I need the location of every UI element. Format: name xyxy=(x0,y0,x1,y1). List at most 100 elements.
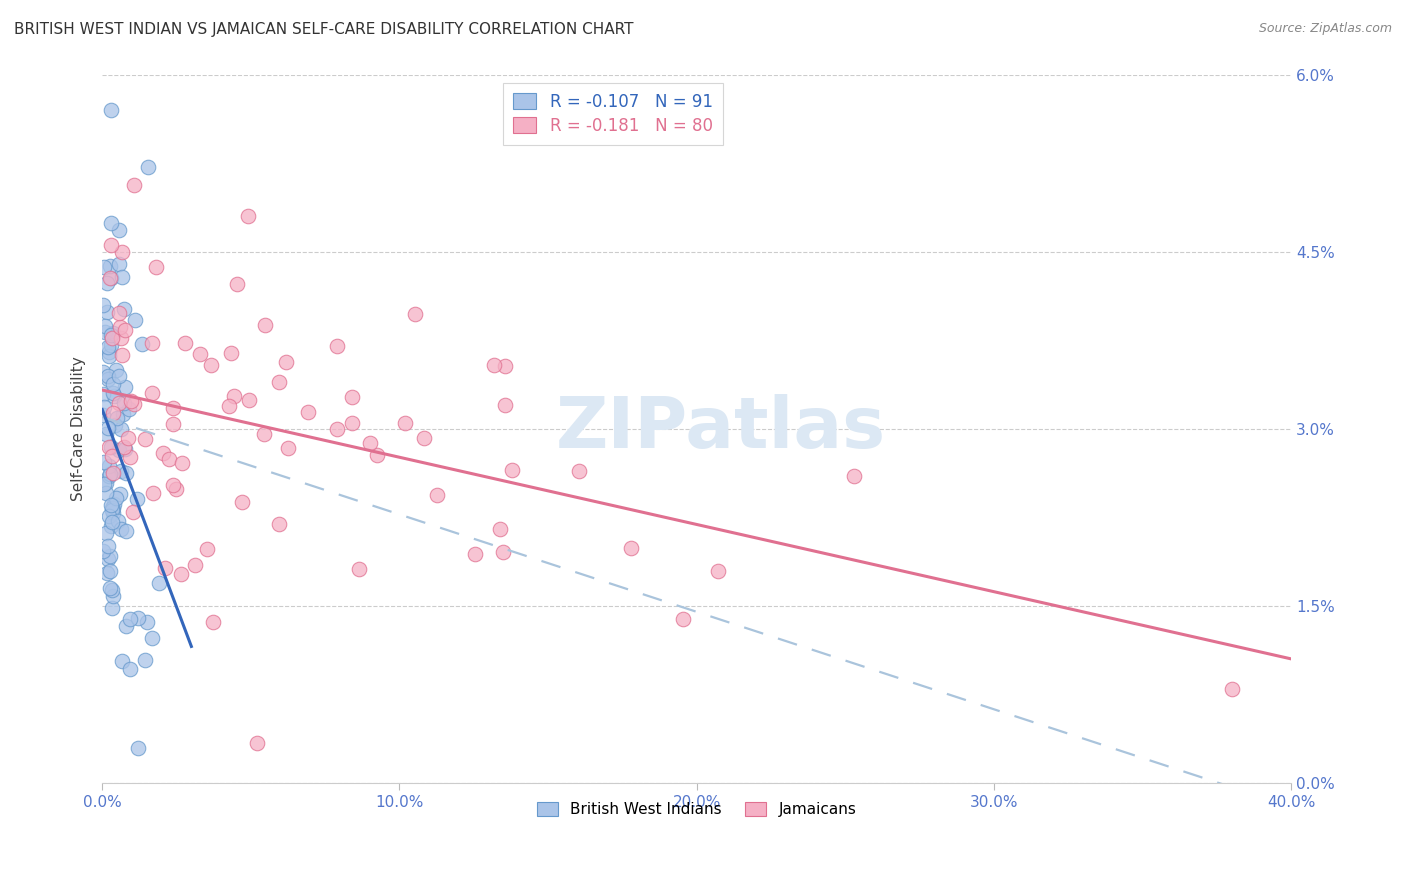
Point xyxy=(200,358,222,372)
Point xyxy=(366,448,388,462)
Point xyxy=(98,581,121,595)
Point xyxy=(236,209,259,223)
Point xyxy=(96,566,118,580)
Point xyxy=(94,525,117,540)
Point xyxy=(148,576,170,591)
Point xyxy=(340,390,363,404)
Point xyxy=(93,401,115,415)
Point xyxy=(112,302,135,317)
Point xyxy=(110,464,132,478)
Point xyxy=(111,654,134,668)
Point xyxy=(103,326,125,340)
Point xyxy=(111,244,134,259)
Point xyxy=(231,494,253,508)
Point xyxy=(100,216,122,230)
Point xyxy=(404,307,426,321)
Point xyxy=(141,335,163,350)
Point xyxy=(115,466,138,480)
Point xyxy=(115,619,138,633)
Point xyxy=(122,178,145,192)
Point xyxy=(91,544,114,558)
Point xyxy=(94,318,117,333)
Point xyxy=(100,515,122,529)
Point xyxy=(114,442,136,457)
Point xyxy=(98,260,121,274)
Point xyxy=(276,354,298,368)
Point xyxy=(142,486,165,500)
Point xyxy=(103,589,125,603)
Point xyxy=(93,455,115,469)
Point xyxy=(105,411,128,425)
Point xyxy=(91,408,114,422)
Text: Source: ZipAtlas.com: Source: ZipAtlas.com xyxy=(1258,22,1392,36)
Point xyxy=(342,416,364,430)
Point xyxy=(93,260,115,275)
Point xyxy=(671,612,693,626)
Point xyxy=(111,270,134,285)
Point xyxy=(1220,681,1243,696)
Point xyxy=(107,514,129,528)
Point xyxy=(120,393,142,408)
Point xyxy=(162,417,184,432)
Point xyxy=(101,449,124,463)
Point xyxy=(101,501,124,516)
Point xyxy=(115,524,138,539)
Point xyxy=(104,491,127,505)
Point xyxy=(127,492,149,507)
Point xyxy=(108,223,131,237)
Point xyxy=(134,653,156,667)
Point xyxy=(122,505,145,519)
Point xyxy=(101,331,124,345)
Point xyxy=(94,427,117,442)
Point xyxy=(492,545,515,559)
Y-axis label: Self-Care Disability: Self-Care Disability xyxy=(72,357,86,501)
Point xyxy=(501,463,523,477)
Point xyxy=(297,405,319,419)
Point xyxy=(120,612,142,626)
Point xyxy=(494,359,516,374)
Point xyxy=(267,516,290,531)
Point xyxy=(145,260,167,274)
Point xyxy=(100,501,122,516)
Point xyxy=(96,305,118,319)
Point xyxy=(118,662,141,676)
Point xyxy=(118,402,141,417)
Point xyxy=(141,631,163,645)
Point xyxy=(97,371,120,385)
Point xyxy=(124,397,146,411)
Point xyxy=(103,376,125,391)
Point xyxy=(91,298,114,312)
Point xyxy=(107,443,129,458)
Point xyxy=(842,468,865,483)
Point xyxy=(568,464,591,478)
Point xyxy=(97,440,120,454)
Point xyxy=(157,451,180,466)
Point xyxy=(111,408,134,422)
Point xyxy=(201,615,224,629)
Point xyxy=(707,564,730,578)
Point xyxy=(97,421,120,435)
Point xyxy=(413,431,436,445)
Point xyxy=(101,582,124,597)
Point xyxy=(112,440,135,454)
Point xyxy=(98,458,121,473)
Point xyxy=(134,432,156,446)
Point xyxy=(325,422,347,436)
Point xyxy=(108,368,131,383)
Point xyxy=(98,549,121,563)
Point xyxy=(108,395,131,409)
Point xyxy=(108,320,131,334)
Point xyxy=(141,385,163,400)
Point xyxy=(620,541,643,555)
Point xyxy=(426,488,449,502)
Point xyxy=(184,558,207,572)
Point xyxy=(269,375,291,389)
Point xyxy=(494,398,516,412)
Point xyxy=(360,435,382,450)
Point xyxy=(98,270,121,285)
Point xyxy=(112,396,135,410)
Point xyxy=(131,336,153,351)
Point xyxy=(253,318,276,333)
Point xyxy=(103,498,125,512)
Point xyxy=(117,431,139,445)
